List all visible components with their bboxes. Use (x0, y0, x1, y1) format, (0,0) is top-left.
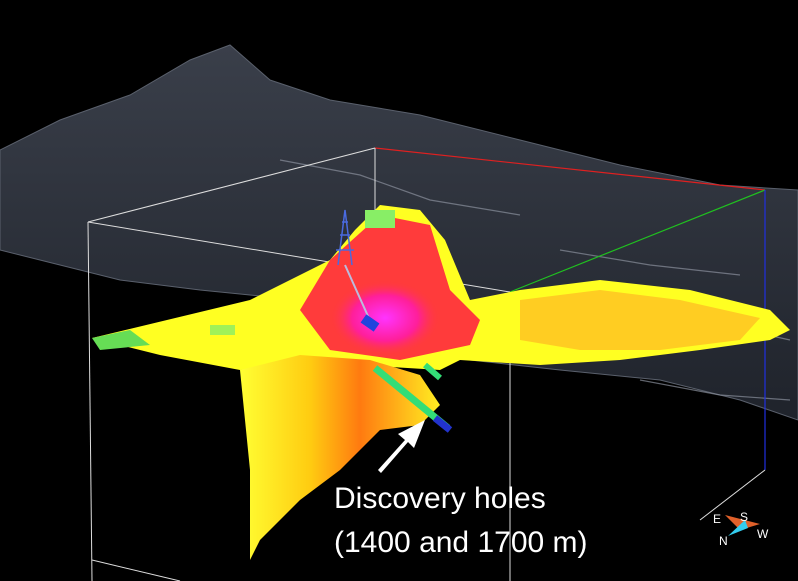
drill-trace (344, 264, 373, 326)
drill-bit (360, 314, 380, 332)
hole-end (432, 415, 453, 433)
annotation-text: (1400 and 1700 m) (334, 526, 588, 559)
compass-label: W (757, 527, 769, 541)
discovery-hole (423, 362, 442, 381)
annotation-text: Discovery holes (334, 482, 546, 515)
drill-rig (336, 209, 354, 266)
compass-label: E (713, 512, 721, 526)
compass-label: S (740, 510, 748, 524)
voxel-model (92, 205, 790, 560)
compass: E S N W (713, 510, 769, 548)
box-edge-y (509, 189, 766, 293)
box-edge-x (374, 147, 766, 191)
terrain-ridges (279, 159, 791, 401)
compass-label: N (719, 534, 728, 548)
annotation-arrow (378, 420, 425, 473)
